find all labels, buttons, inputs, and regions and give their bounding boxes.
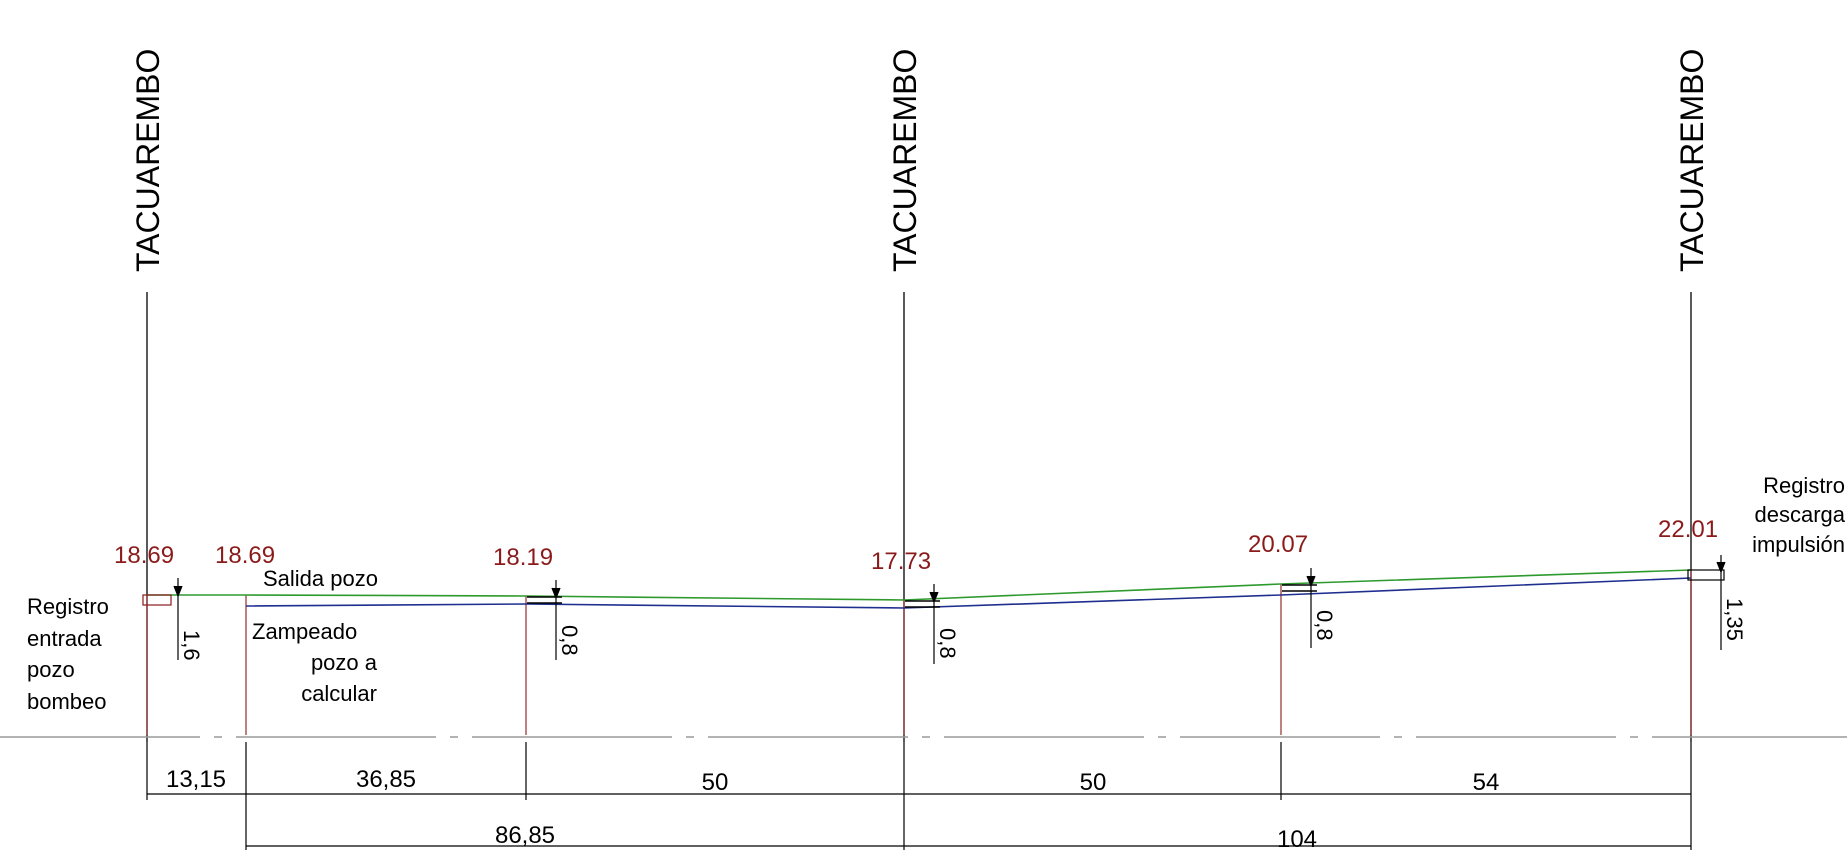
depth-label-2: 0,8 [557,625,582,656]
svg-text:calcular: calcular [301,681,377,706]
elevation-5: 20.07 [1248,531,1308,558]
svg-text:bombeo: bombeo [27,689,107,714]
salida-pozo-label: Salida pozo [263,566,378,591]
svg-text:Registro: Registro [1763,473,1845,498]
ground-line [147,569,1692,601]
depth-label-1: 1,6 [179,630,204,661]
registro-descarga-label: Registro descarga impulsión [1752,473,1846,557]
elevation-2: 18.69 [215,542,275,569]
depth-markers [173,555,1726,664]
street-name-3: TACUAREMBO [1674,49,1710,272]
svg-text:pozo a: pozo a [311,650,378,675]
registro-entrada-label: Registro entrada pozo bombeo [27,594,109,714]
dim-50-a: 50 [702,769,729,796]
svg-text:Registro: Registro [27,594,109,619]
depth-label-4: 0,8 [1312,610,1337,641]
pipe-line [245,577,1692,609]
street-name-1: TACUAREMBO [130,49,166,272]
dim-86-85: 86,85 [495,822,555,849]
elevation-1: 18.69 [114,542,174,569]
elevation-3: 18.19 [493,544,553,571]
svg-text:Zampeado: Zampeado [252,619,357,644]
elevation-6: 22.01 [1658,516,1718,543]
registro-descarga-box [1687,569,1725,581]
depth-label-5: 1,35 [1722,598,1747,641]
depth-label-3: 0,8 [935,628,960,659]
street-name-2: TACUAREMBO [887,49,923,272]
svg-text:impulsión: impulsión [1752,532,1845,557]
svg-text:descarga: descarga [1754,502,1845,527]
dimension-row-1 [146,742,1692,850]
svg-text:entrada: entrada [27,626,102,651]
dim-104: 104 [1277,826,1317,853]
registro-entrada-box [142,594,172,606]
svg-text:pozo: pozo [27,657,75,682]
dim-13-15: 13,15 [166,766,226,793]
elevation-4: 17.73 [871,548,931,575]
zampeado-label: Zampeado pozo a calcular [252,619,378,706]
dim-54: 54 [1473,769,1500,796]
dim-36-85: 36,85 [356,766,416,793]
dim-50-b: 50 [1080,769,1107,796]
